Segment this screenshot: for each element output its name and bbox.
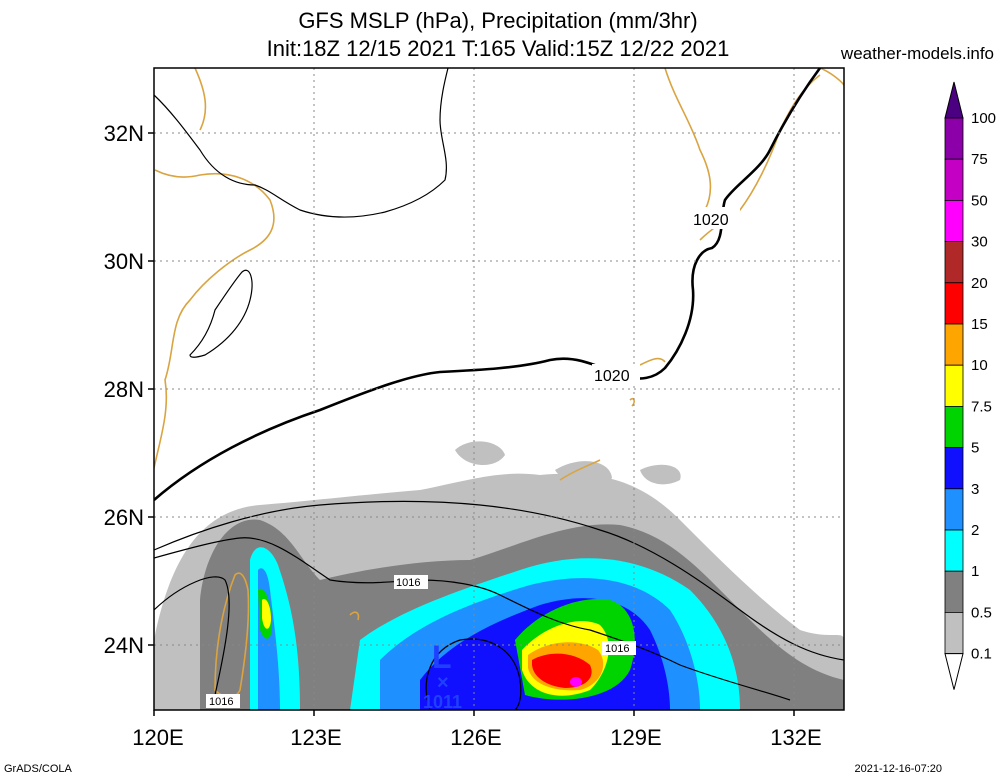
- colorbar-level-label: 20: [971, 275, 988, 292]
- colorbar-level-label: 75: [971, 151, 988, 168]
- colorbar-swatch: [944, 488, 964, 531]
- isobar-1016-north: [154, 500, 844, 661]
- colorbar-level-label: 15: [971, 316, 988, 333]
- colorbar-swatch: [944, 612, 964, 655]
- low-marker: ×: [437, 672, 449, 694]
- colorbar-level-label: 50: [971, 192, 988, 209]
- colorbar-swatch: [944, 241, 964, 284]
- colorbar-swatch: [944, 117, 964, 160]
- coastline-china-north: [194, 68, 207, 131]
- colorbar-swatch: [944, 405, 964, 448]
- lon-tick-label: 132E: [770, 725, 821, 750]
- colorbar-swatch: [944, 282, 964, 325]
- lon-tick-label: 126E: [450, 725, 501, 750]
- isobar-label: 1020: [693, 212, 729, 229]
- coastline-island: [629, 397, 635, 407]
- low-symbol: L: [432, 639, 452, 675]
- lon-tick-label: 129E: [610, 725, 661, 750]
- isobar-1016: [154, 537, 791, 701]
- site-credit: weather-models.info: [840, 44, 994, 63]
- isobar-thin-north: [154, 68, 449, 218]
- isobar-thin-north: [189, 269, 253, 358]
- colorbar-level-label: 10: [971, 357, 988, 374]
- precip-region-0.1-cell: [640, 464, 681, 485]
- isobar-label: 1016: [605, 643, 629, 655]
- colorbar-level-label: 0.5: [971, 604, 992, 621]
- coastline-china: [154, 169, 275, 469]
- render-timestamp: 2021-12-16-07:20: [854, 763, 942, 775]
- precip-region-50: [570, 677, 582, 687]
- coastline-ryukyu: [639, 357, 666, 366]
- software-credit: GrADS/COLA: [4, 763, 72, 775]
- isobar-1012: [425, 638, 522, 710]
- low-pressure-value: 1011: [423, 692, 462, 712]
- colorbar-level-label: 30: [971, 234, 988, 251]
- coastline-island: [349, 611, 360, 621]
- precip-region-10: [262, 599, 271, 629]
- colorbar-level-label: 1: [971, 563, 979, 580]
- lat-tick-label: 30N: [104, 249, 144, 274]
- map-title: GFS MSLP (hPa), Precipitation (mm/3hr): [298, 8, 698, 33]
- isobar-label: 1020: [594, 368, 630, 385]
- colorbar-swatch: [944, 447, 964, 490]
- isobar-label: 1016: [396, 577, 420, 589]
- colorbar-swatch: [944, 570, 964, 613]
- precipitation-layer: [154, 441, 844, 710]
- colorbar-swatch: [944, 199, 964, 242]
- lat-tick-label: 26N: [104, 505, 144, 530]
- coastline-japan: [819, 68, 844, 86]
- coastline-kyushu: [664, 68, 712, 211]
- coastline-ryukyu: [559, 459, 601, 481]
- precip-region-0.1-cell: [555, 461, 612, 488]
- low-pressure-center: L × 1011: [423, 639, 462, 712]
- isobar-labels: 1020 1020 1016 1016 1016: [206, 207, 740, 708]
- colorbar-level-label: 7.5: [971, 398, 992, 415]
- lon-tick-label: 123E: [290, 725, 341, 750]
- lon-tick-label: 120E: [132, 725, 183, 750]
- colorbar-swatch: [944, 323, 964, 366]
- coastline-taiwan: [214, 572, 250, 699]
- colorbar-level-label: 5: [971, 440, 979, 457]
- lat-tick-label: 28N: [104, 377, 144, 402]
- lat-tick-label: 24N: [104, 633, 144, 658]
- colorbar-level-label: 0.1: [971, 646, 992, 663]
- colorbar-level-label: 3: [971, 481, 979, 498]
- lat-tick-label: 32N: [104, 121, 144, 146]
- colorbar-swatch: [944, 364, 964, 407]
- colorbar-bottom-arrow: [944, 653, 964, 690]
- precip-region-0.1-cell: [455, 441, 505, 466]
- colorbar-swatch: [944, 529, 964, 572]
- isobar-layer: [154, 68, 844, 710]
- longitude-labels: 120E 123E 126E 129E 132E: [132, 725, 821, 750]
- colorbar-top-arrow: [944, 81, 964, 119]
- latitude-labels: 32N 30N 28N 26N 24N: [104, 121, 144, 658]
- map-subtitle: Init:18Z 12/15 2021 T:165 Valid:15Z 12/2…: [266, 36, 730, 61]
- graticule: [154, 68, 844, 710]
- colorbar-swatch: [944, 158, 964, 201]
- colorbar-level-label: 2: [971, 522, 979, 539]
- isobar-1016: [154, 576, 230, 696]
- isobar-label: 1016: [209, 696, 233, 708]
- colorbar: 100 75 50 30 20 15 10 7.5 5 3 2 1 0.5 0.1: [944, 81, 996, 690]
- colorbar-level-label: 100: [971, 110, 996, 127]
- isobar-1020: [154, 68, 822, 501]
- tick-marks: [148, 132, 795, 716]
